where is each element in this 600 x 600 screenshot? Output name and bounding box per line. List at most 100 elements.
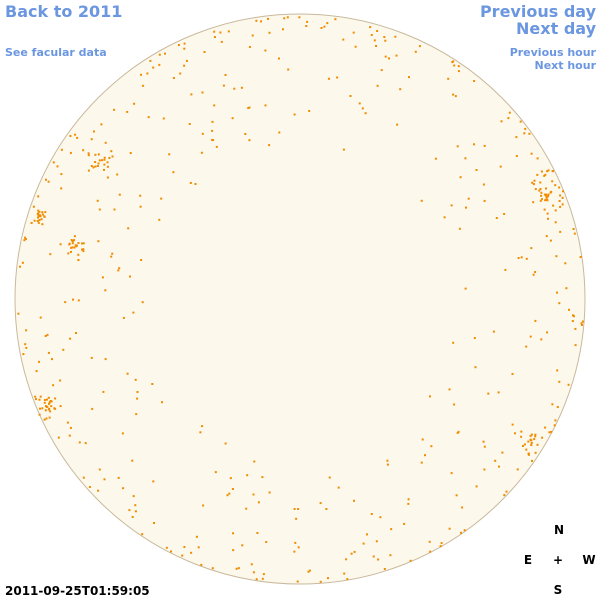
facula-dot: [307, 570, 310, 573]
facula-dot: [530, 439, 533, 442]
facula-dot: [73, 235, 76, 238]
facula-dot: [579, 256, 582, 258]
facula-dot: [256, 532, 259, 534]
facula-dot: [132, 311, 135, 314]
facula-dot: [520, 435, 523, 438]
facula-dot: [77, 253, 80, 256]
facula-dot: [554, 419, 557, 422]
facula-dot: [66, 421, 69, 424]
facula-dot: [185, 59, 188, 62]
facula-dot: [538, 189, 541, 192]
facula-dot: [43, 401, 46, 404]
facula-dot: [545, 195, 548, 198]
facula-dot: [547, 217, 549, 220]
facula-dot: [110, 255, 113, 258]
facula-dot: [248, 46, 251, 48]
previous-hour-link[interactable]: Previous hour: [510, 46, 597, 59]
next-day-link[interactable]: Next day: [516, 19, 597, 38]
facula-dot: [224, 442, 227, 445]
facula-dot: [372, 555, 375, 558]
facula-dot: [255, 578, 258, 581]
facula-dot: [297, 546, 300, 549]
facula-dot: [555, 255, 558, 258]
facula-dot: [200, 151, 203, 154]
facula-dot: [264, 49, 267, 52]
facula-dot: [201, 91, 204, 94]
facula-dot: [379, 516, 382, 519]
facula-dot: [24, 238, 27, 240]
facula-dot: [77, 299, 80, 302]
facula-dot: [100, 123, 103, 126]
compass-north: N: [554, 523, 564, 537]
facula-dot: [461, 506, 464, 509]
facula-dot: [110, 150, 113, 153]
facula-dot: [380, 69, 383, 72]
facula-dot: [224, 74, 227, 76]
compass-east: E: [524, 553, 532, 567]
facula-dot: [534, 271, 537, 273]
facula-dot: [45, 417, 48, 420]
facula-dot: [559, 205, 562, 208]
facula-dot: [558, 200, 561, 202]
next-hour-link[interactable]: Next hour: [535, 59, 597, 72]
facula-dot: [71, 246, 74, 249]
facula-dot: [562, 190, 564, 193]
facula-dot: [136, 397, 139, 400]
facula-dot: [556, 369, 559, 372]
facula-dot: [195, 535, 198, 538]
facula-dot: [190, 551, 193, 554]
facula-dot: [248, 139, 251, 142]
facula-dot: [323, 25, 326, 28]
facula-dot: [457, 430, 460, 433]
previous-day-link[interactable]: Previous day: [480, 2, 597, 21]
facula-dot: [546, 331, 549, 334]
facula-dot: [547, 193, 550, 196]
facula-dot: [448, 388, 451, 391]
facula-dot: [126, 110, 129, 113]
facula-dot: [35, 398, 37, 401]
facula-dot: [463, 529, 466, 532]
facula-dot: [98, 159, 101, 162]
facula-dot: [82, 149, 85, 152]
facula-dot: [561, 196, 564, 199]
facula-dot: [558, 380, 561, 383]
facula-dot: [350, 552, 353, 555]
facula-dot: [51, 358, 53, 361]
facula-dot: [121, 432, 124, 435]
facula-dot: [199, 431, 202, 434]
facula-dot: [267, 17, 269, 20]
facula-dot: [396, 123, 399, 126]
facula-dot: [78, 441, 81, 444]
facula-dot: [228, 492, 231, 495]
facula-dot: [117, 269, 120, 272]
facula-dot: [50, 405, 53, 408]
facula-dot: [103, 478, 106, 481]
facula-dot: [407, 502, 410, 505]
facula-dot: [450, 472, 453, 475]
facula-dot: [59, 243, 62, 246]
facula-dot: [82, 476, 85, 479]
facula-dot: [134, 504, 137, 507]
facula-dot: [21, 261, 24, 264]
facula-dot: [260, 20, 262, 23]
facula-dot: [220, 40, 223, 43]
facula-dot: [213, 36, 216, 38]
facula-dot: [24, 236, 26, 239]
facula-dot: [558, 302, 561, 305]
facula-dot: [82, 242, 85, 245]
facula-dot: [48, 402, 50, 405]
facula-dot: [306, 20, 309, 23]
facula-dot: [564, 262, 567, 265]
facula-dot: [349, 95, 352, 97]
facula-dot: [97, 240, 100, 243]
back-link[interactable]: Back to 2011: [5, 2, 122, 21]
facula-dot: [429, 550, 432, 553]
facula-dot: [94, 161, 97, 163]
facular-link[interactable]: See facular data: [5, 46, 107, 59]
facula-dot: [455, 494, 458, 497]
facula-dot: [104, 289, 107, 292]
facula-dot: [430, 445, 433, 448]
facula-dot: [70, 239, 73, 241]
facula-dot: [149, 59, 152, 62]
facula-dot: [54, 397, 57, 400]
